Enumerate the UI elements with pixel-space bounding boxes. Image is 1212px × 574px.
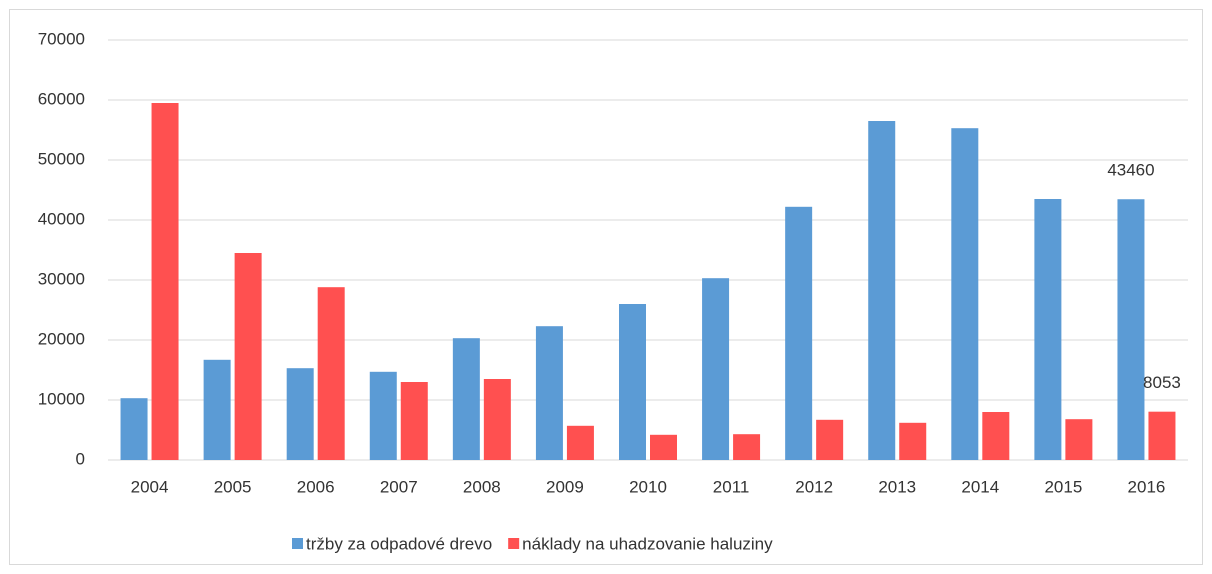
y-tick-label: 10000 xyxy=(38,389,85,408)
legend-label: tržby za odpadové drevo xyxy=(306,534,492,553)
x-tick-label: 2004 xyxy=(131,477,169,496)
bar xyxy=(234,253,262,460)
bar xyxy=(951,128,979,460)
bar xyxy=(400,382,428,460)
bar xyxy=(1117,199,1145,461)
bar xyxy=(785,206,813,460)
x-tick-label: 2010 xyxy=(629,477,667,496)
y-tick-label: 60000 xyxy=(38,89,85,108)
bar xyxy=(1148,411,1176,460)
bar xyxy=(369,371,397,460)
legend-swatch xyxy=(508,538,520,549)
y-tick-label: 70000 xyxy=(38,29,85,48)
y-tick-label: 40000 xyxy=(38,209,85,228)
chart-border xyxy=(9,9,1203,565)
bar xyxy=(483,379,511,460)
x-tick-label: 2015 xyxy=(1044,477,1082,496)
y-tick-label: 30000 xyxy=(38,269,85,288)
x-tick-label: 2013 xyxy=(878,477,916,496)
data-label: 43460 xyxy=(1107,161,1154,180)
x-tick-label: 2014 xyxy=(961,477,999,496)
bar xyxy=(982,412,1010,460)
bar xyxy=(650,434,677,460)
x-tick-label: 2012 xyxy=(795,477,833,496)
bar xyxy=(286,368,314,460)
bar xyxy=(899,422,927,460)
x-tick-label: 2009 xyxy=(546,477,584,496)
bar xyxy=(1065,419,1093,460)
x-tick-label: 2016 xyxy=(1128,477,1166,496)
bar xyxy=(619,304,646,460)
x-tick-label: 2008 xyxy=(463,477,501,496)
bar xyxy=(1034,199,1062,460)
bar xyxy=(733,434,761,460)
bar xyxy=(151,103,179,460)
bar xyxy=(868,121,896,460)
legend-swatch xyxy=(292,538,303,549)
legend-label: náklady na uhadzovanie haluziny xyxy=(522,534,773,553)
bar xyxy=(702,278,730,460)
y-tick-label: 0 xyxy=(76,449,85,468)
x-tick-label: 2006 xyxy=(297,477,335,496)
bar xyxy=(452,338,480,460)
bar xyxy=(816,419,844,460)
bar xyxy=(203,359,231,460)
x-tick-label: 2011 xyxy=(713,477,750,496)
y-tick-label: 20000 xyxy=(38,329,85,348)
bar xyxy=(535,326,563,460)
data-label: 8053 xyxy=(1143,373,1181,392)
bar xyxy=(317,287,345,460)
x-tick-label: 2005 xyxy=(214,477,252,496)
x-tick-label: 2007 xyxy=(380,477,418,496)
y-tick-label: 50000 xyxy=(38,149,85,168)
bar xyxy=(566,425,594,460)
bar xyxy=(120,398,148,460)
